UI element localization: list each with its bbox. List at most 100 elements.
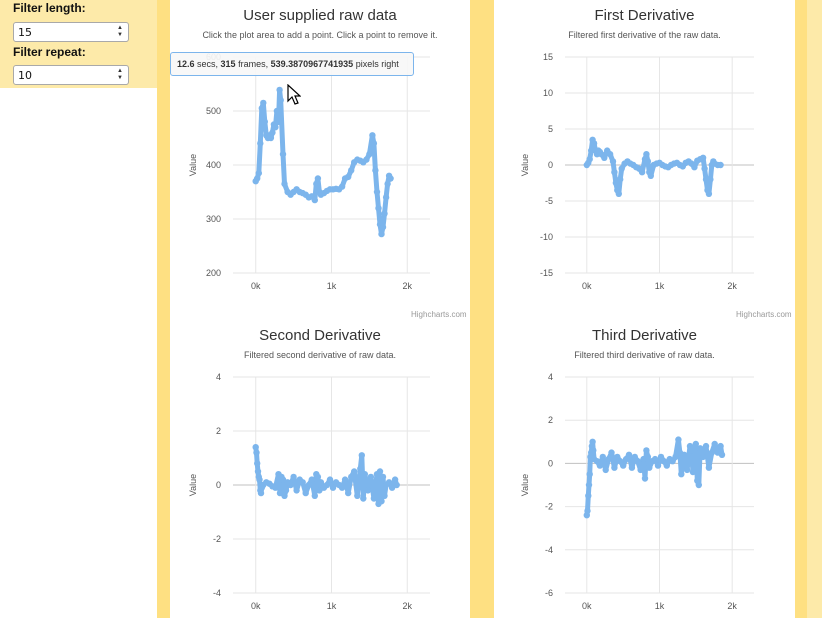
- y-tick-label: -10: [540, 232, 553, 242]
- mouse-cursor-icon: [287, 84, 301, 105]
- filter-length-value: 15: [18, 26, 32, 39]
- plot-area[interactable]: 2003004005006000k1k2kValue: [170, 0, 470, 320]
- data-point: [585, 481, 593, 489]
- data-point: [643, 447, 650, 454]
- data-point: [385, 479, 393, 486]
- data-point: [391, 476, 399, 483]
- plot-area: -15 -10 -5 0 5 10 15 0k 1k 2k Value: [520, 52, 754, 291]
- data-point: [382, 194, 390, 201]
- data-point: [254, 175, 261, 182]
- y-tick-label: -15: [540, 268, 553, 278]
- data-point: [257, 489, 265, 497]
- data-point: [644, 158, 652, 165]
- y-tick-label: -6: [545, 588, 553, 598]
- data-point: [625, 451, 633, 458]
- data-point: [381, 492, 388, 499]
- chart-subtitle: Filtered second derivative of raw data.: [243, 350, 397, 360]
- stripe-middle: [470, 0, 494, 618]
- data-point: [366, 151, 373, 158]
- data-point: [697, 445, 704, 452]
- data-point: [305, 481, 312, 489]
- highcharts-credits[interactable]: Highcharts.com: [736, 310, 792, 319]
- data-point: [646, 464, 653, 471]
- data-point: [329, 484, 337, 491]
- data-point: [375, 205, 382, 212]
- tooltip-secs: 12.6: [177, 59, 195, 69]
- filter-controls: Filter length: 15 ▲ ▼ Filter repeat: 10 ▲…: [0, 0, 157, 88]
- data-point: [586, 156, 593, 163]
- data-point: [313, 180, 320, 188]
- data-point: [584, 507, 591, 515]
- data-point: [373, 188, 381, 196]
- filter-repeat-value: 10: [18, 69, 32, 82]
- data-point: [701, 165, 708, 172]
- y-tick-label: 2: [548, 415, 553, 425]
- data-point: [253, 449, 260, 456]
- x-tick-label: 0k: [251, 281, 261, 291]
- data-point: [634, 458, 641, 465]
- highcharts-credits[interactable]: Highcharts.com: [411, 310, 467, 319]
- data-point: [611, 169, 618, 176]
- data-point: [272, 484, 279, 491]
- y-tick-label: 2: [216, 426, 221, 436]
- data-point: [376, 468, 384, 475]
- spinner-arrows-icon[interactable]: ▲ ▼: [117, 25, 123, 38]
- stripe-far-right: [807, 0, 822, 618]
- data-point: [620, 462, 627, 469]
- x-tick-label: 0k: [582, 281, 592, 291]
- y-tick-label: 0: [548, 160, 553, 170]
- data-point: [683, 466, 691, 474]
- plot-area: -4 -2 0 2 4 0k 1k 2k Value: [188, 372, 430, 611]
- chart-third-derivative: Third Derivative Filtered third derivati…: [494, 320, 795, 618]
- data-point: [338, 484, 346, 491]
- data-point: [279, 151, 287, 158]
- data-point: [381, 210, 388, 217]
- chart-subtitle: Filtered first derivative of the raw dat…: [568, 30, 721, 40]
- data-point: [695, 481, 702, 489]
- data-point: [707, 176, 714, 183]
- y-tick-label: -4: [545, 545, 553, 555]
- data-point: [276, 86, 283, 94]
- data-point: [258, 105, 265, 112]
- data-point: [277, 97, 284, 104]
- data-point: [393, 481, 400, 489]
- data-point: [345, 489, 352, 497]
- data-point: [602, 466, 609, 474]
- x-tick-label: 0k: [582, 601, 592, 611]
- chart-subtitle: Filtered third derivative of raw data.: [574, 350, 715, 360]
- tooltip-secs-unit: secs,: [194, 59, 221, 69]
- data-point: [384, 180, 391, 188]
- stripe-right: [795, 0, 807, 618]
- spinner-arrows-icon[interactable]: ▲ ▼: [117, 68, 123, 81]
- data-point: [618, 165, 625, 172]
- data-point: [641, 475, 649, 482]
- data-point: [637, 466, 644, 474]
- data-point: [651, 455, 659, 463]
- chart-raw-data[interactable]: User supplied raw data Click the plot ar…: [170, 0, 470, 320]
- y-tick-label: 0: [548, 458, 553, 468]
- data-point: [314, 473, 322, 481]
- tooltip-frames-unit: frames,: [235, 59, 271, 69]
- data-point: [348, 473, 355, 481]
- data-point: [688, 447, 695, 454]
- data-point: [647, 172, 654, 179]
- data-point: [672, 453, 679, 461]
- y-tick-label: 300: [206, 214, 221, 224]
- data-point: [351, 468, 358, 475]
- tooltip-pixels: 539.3870967741935: [270, 59, 354, 69]
- data-point: [257, 140, 264, 147]
- data-point: [711, 440, 718, 448]
- y-tick-label: 4: [216, 372, 221, 382]
- data-point: [717, 442, 724, 450]
- data-point: [273, 107, 281, 115]
- filter-repeat-input[interactable]: 10 ▲ ▼: [13, 65, 129, 85]
- data-point: [675, 436, 682, 443]
- data-point: [361, 471, 368, 478]
- data-point: [705, 190, 713, 197]
- y-tick-label: 500: [206, 106, 221, 116]
- data-point: [590, 140, 598, 147]
- filter-length-input[interactable]: 15 ▲ ▼: [13, 22, 129, 42]
- y-tick-label: -4: [213, 588, 221, 598]
- data-point: [255, 169, 262, 177]
- y-axis-label: Value: [520, 154, 530, 176]
